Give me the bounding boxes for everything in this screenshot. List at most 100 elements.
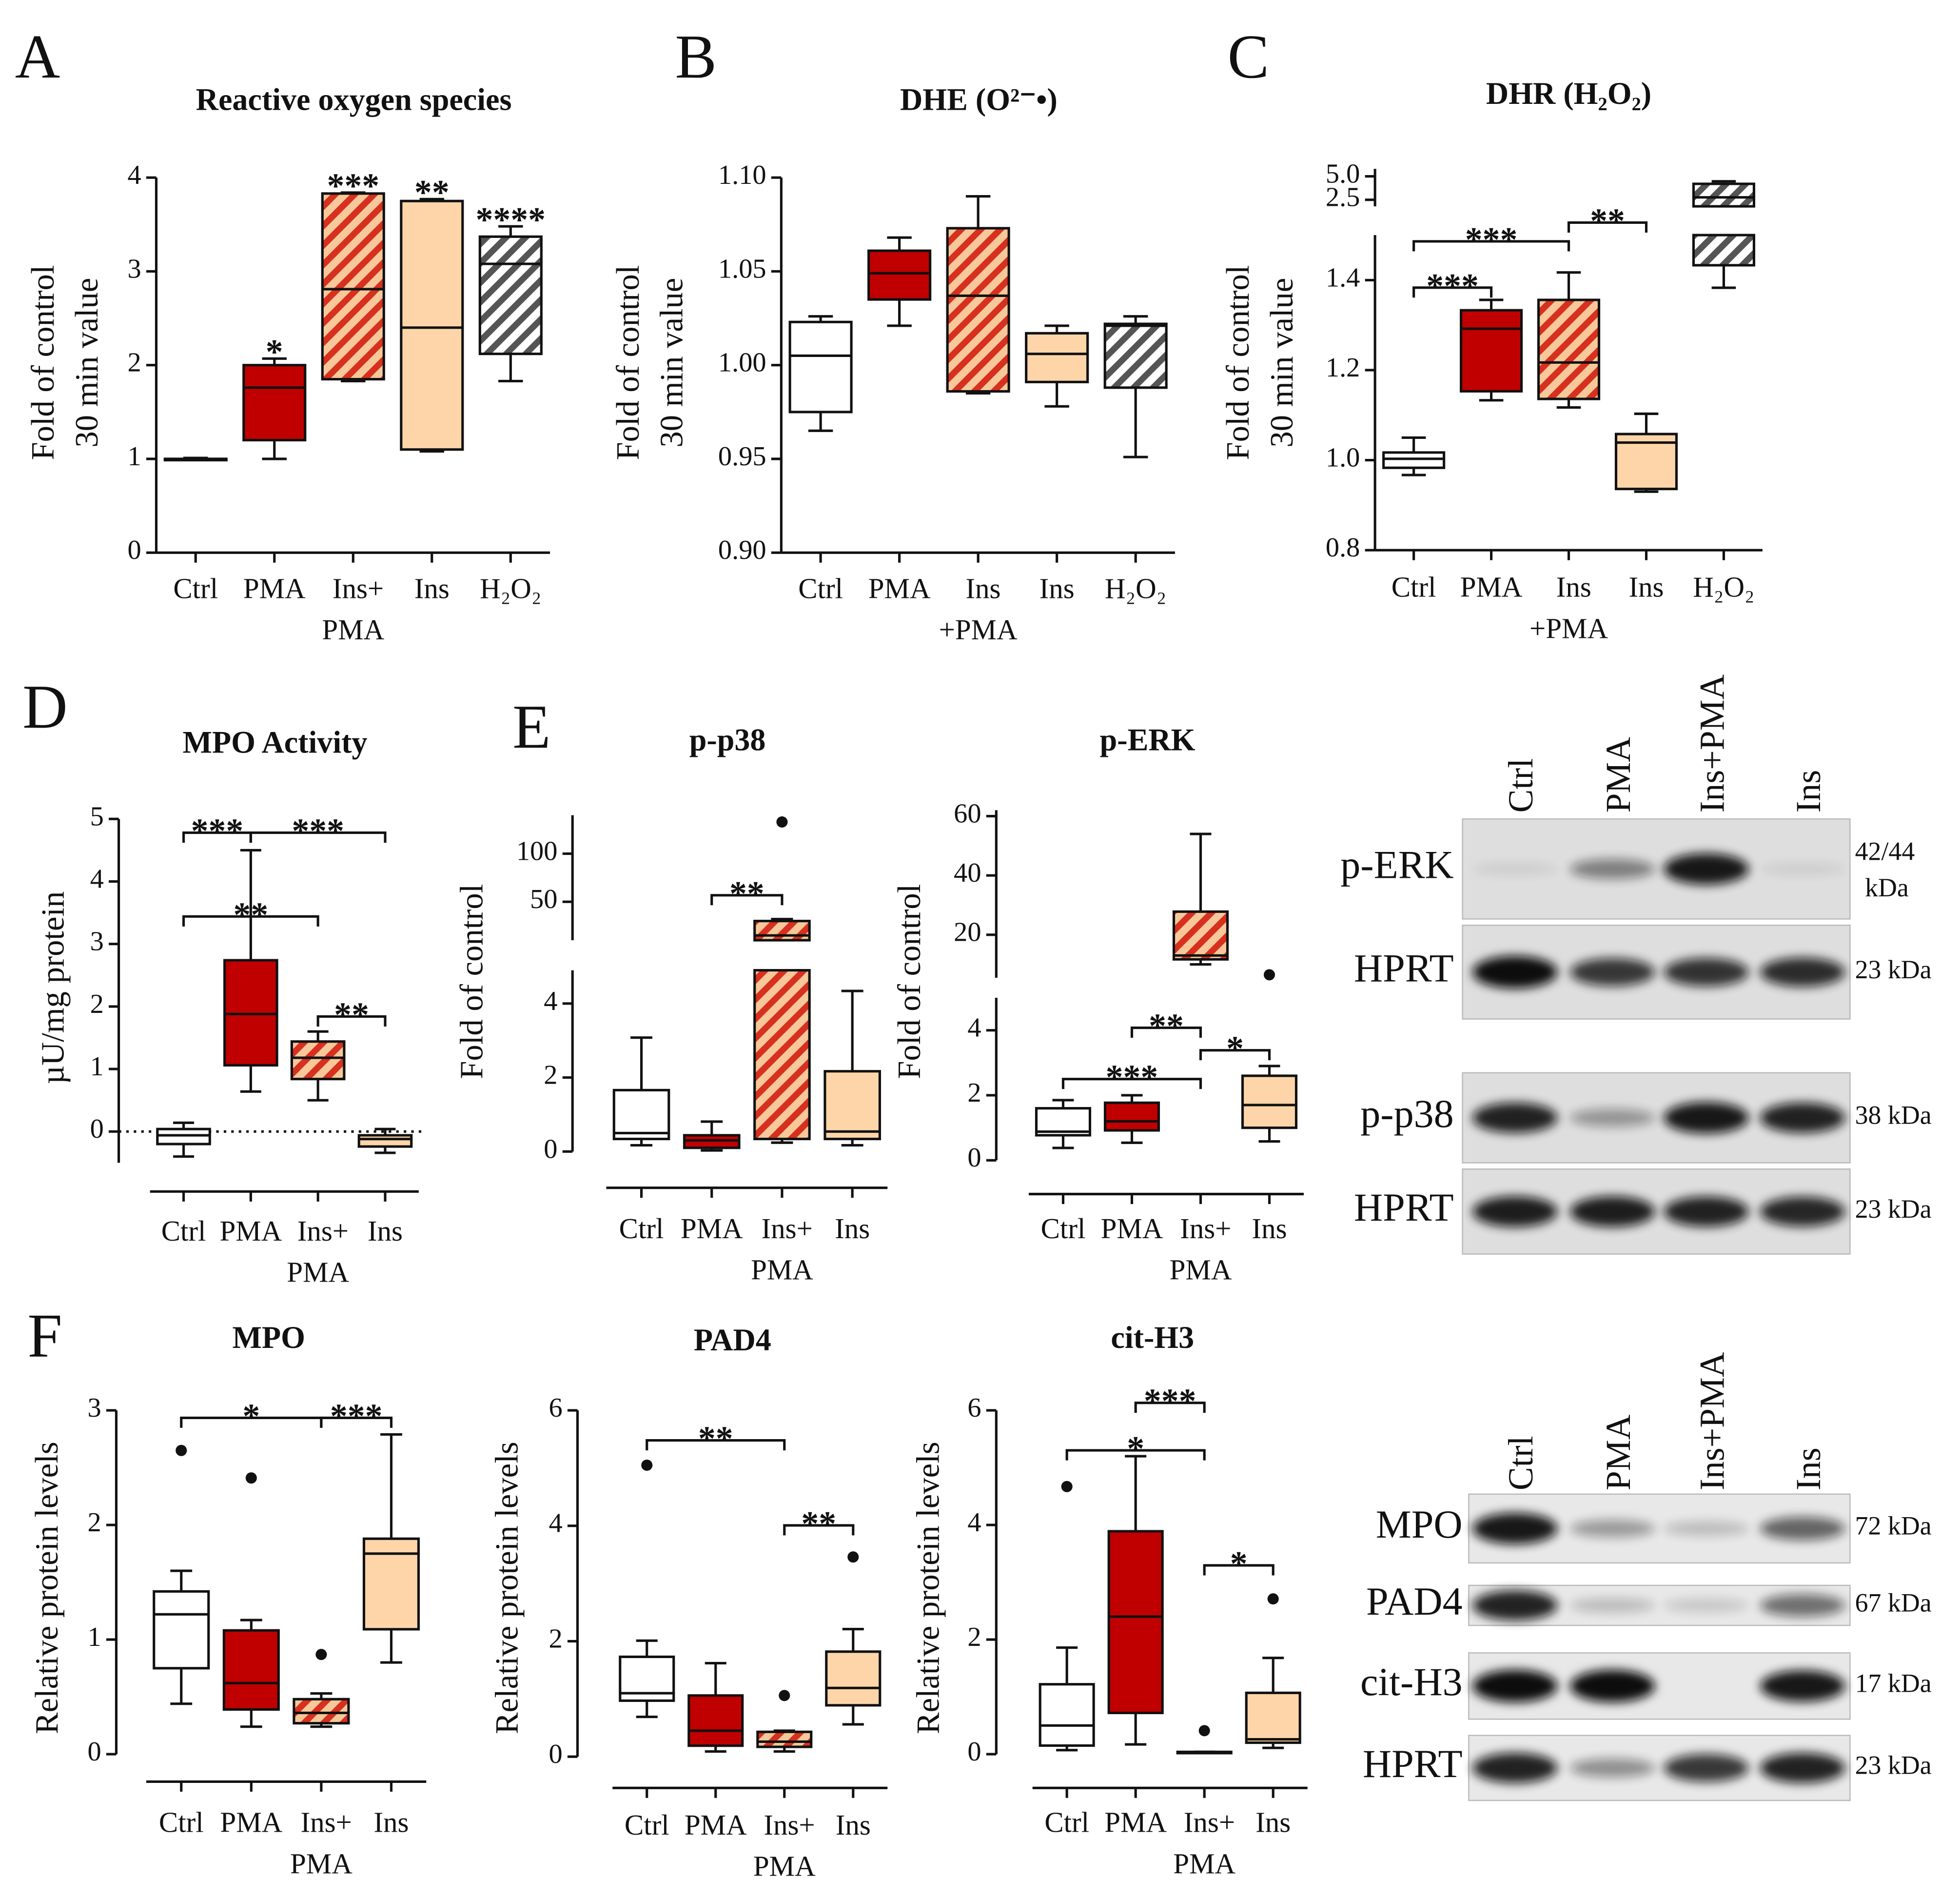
box-chart: DHR (H₂O₂) Fold of control 30 min value 0.8… — [1220, 76, 1763, 644]
box — [293, 1698, 350, 1725]
y-axis-label: Fold of control — [610, 265, 646, 460]
box — [612, 1088, 670, 1141]
panel-letter: C — [1228, 22, 1270, 91]
size-label: 42/44 — [1855, 837, 1915, 866]
box — [321, 192, 385, 381]
band — [1472, 1590, 1558, 1621]
size-label: 38 kDa — [1855, 1100, 1932, 1129]
bracket-label: * — [242, 1397, 260, 1436]
y-tick-label: 1.05 — [718, 254, 766, 284]
chart-title: cit-H3 — [1111, 1320, 1194, 1355]
row-label: HPRT — [1363, 1741, 1463, 1786]
band — [1570, 1598, 1655, 1613]
box — [223, 959, 278, 1067]
x-tick-label: PMA — [868, 572, 931, 604]
x-tick-label: PMA — [243, 572, 306, 604]
y-tick-label: 0 — [128, 535, 141, 565]
box-chart: MPO Relative protein levels 0 1 2 3 Ctrl PMA Ins… — [29, 1320, 427, 1879]
panel-letter: E — [512, 692, 550, 761]
y-tick-label: 2 — [967, 1078, 981, 1108]
box — [823, 1070, 881, 1141]
panel-letter: B — [675, 22, 717, 91]
chart-title: p-p38 — [689, 722, 766, 757]
y-tick-label: 20 — [954, 917, 981, 948]
size-label: kDa — [1865, 873, 1909, 902]
box-chart: DHE (O²⁻•) Fold of control 30 min value 0.9… — [610, 82, 1175, 646]
y-tick-label: 1 — [128, 441, 141, 472]
band — [1570, 1670, 1655, 1702]
lane-label: Ctrl — [1501, 1436, 1540, 1490]
box — [753, 920, 811, 942]
band — [1760, 1196, 1845, 1226]
box — [1107, 1530, 1164, 1715]
bracket-label: *** — [1465, 220, 1518, 259]
band — [1472, 863, 1558, 875]
bracket-label: *** — [1426, 266, 1479, 305]
band — [1664, 853, 1749, 885]
box — [290, 1040, 346, 1081]
x-tick-label: Ins — [373, 1806, 409, 1839]
box — [1382, 451, 1446, 469]
bracket — [182, 915, 319, 927]
x-tick-label: PMA — [1170, 1254, 1232, 1286]
size-label: 23 kDa — [1855, 1194, 1932, 1224]
y-tick-label: 2.5 — [1326, 182, 1360, 213]
band — [1760, 957, 1845, 987]
bracket-label: ** — [801, 1504, 836, 1543]
size-label: 17 kDa — [1855, 1669, 1932, 1698]
box — [1245, 1691, 1301, 1744]
y-tick-label: 0.90 — [718, 535, 766, 565]
band — [1472, 1103, 1558, 1133]
y-tick-label: 2 — [90, 989, 104, 1019]
x-tick-label: Ctrl — [161, 1215, 206, 1247]
y-axis-label: 30 min value — [69, 278, 105, 448]
size-label: 23 kDa — [1855, 1751, 1932, 1780]
y-axis-label: Relative protein levels — [29, 1442, 65, 1734]
outlier — [779, 1690, 790, 1701]
significance: ** — [414, 173, 450, 212]
x-tick-label: Ctrl — [619, 1212, 664, 1245]
y-tick-label: 6 — [549, 1393, 562, 1423]
y-axis-label: 30 min value — [1264, 278, 1300, 448]
band — [1570, 1519, 1655, 1538]
lane-label: PMA — [1599, 737, 1638, 813]
significance: **** — [476, 200, 546, 239]
y-axis-label: Fold of control — [1220, 265, 1256, 460]
outlier — [1198, 1725, 1210, 1737]
y-tick-label: 4 — [549, 1508, 562, 1539]
y-axis-label: Fold of control — [25, 265, 61, 460]
box — [1103, 1101, 1160, 1132]
x-tick-label: H₂O₂ — [1693, 571, 1754, 603]
bracket-label: * — [1127, 1429, 1144, 1468]
outlier — [847, 1551, 859, 1563]
y-tick-label: 1.0 — [1326, 443, 1360, 473]
x-tick-label: Ctrl — [1392, 571, 1436, 603]
y-tick-label: 1 — [90, 1051, 104, 1082]
bracket — [1412, 286, 1493, 298]
x-tick-label: PMA — [287, 1256, 349, 1288]
row-label: cit-H3 — [1360, 1660, 1463, 1704]
bracket-label: ** — [1149, 1007, 1184, 1046]
box — [1103, 322, 1168, 389]
lane-label: PMA — [1599, 1414, 1638, 1490]
y-tick-label: 3 — [128, 254, 141, 284]
outlier — [245, 1472, 257, 1484]
box — [946, 227, 1010, 393]
size-label: 72 kDa — [1855, 1511, 1932, 1541]
y-tick-label: 0 — [90, 1114, 104, 1144]
y-tick-label: 0 — [967, 1737, 981, 1767]
y-tick-label: 100 — [516, 836, 558, 866]
x-tick-label: Ctrl — [1041, 1212, 1086, 1245]
box — [1241, 1074, 1298, 1129]
band — [1570, 1196, 1655, 1227]
band — [1472, 1753, 1558, 1783]
row-label: HPRT — [1354, 1185, 1454, 1229]
y-axis-label: Fold of control — [892, 884, 927, 1079]
x-tick-label: Ins+ — [1184, 1806, 1235, 1839]
y-tick-label: 4 — [967, 1013, 981, 1043]
x-tick-label: PMA — [753, 1850, 816, 1882]
x-tick-label: PMA — [1173, 1847, 1235, 1879]
x-tick-label: Ins — [836, 1809, 871, 1841]
band — [1760, 1594, 1845, 1617]
